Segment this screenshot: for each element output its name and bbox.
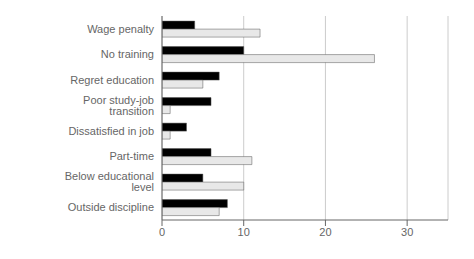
svg-text:Outside discipline: Outside discipline [68, 201, 154, 213]
svg-text:30: 30 [401, 226, 413, 238]
svg-text:No training: No training [101, 48, 154, 60]
svg-text:10: 10 [238, 226, 250, 238]
svg-text:Poor study-jobtransition: Poor study-jobtransition [83, 94, 154, 117]
svg-text:Wage penalty: Wage penalty [87, 23, 154, 35]
svg-text:Part-time: Part-time [109, 150, 154, 162]
svg-text:Below educationallevel: Below educationallevel [65, 170, 154, 193]
svg-text:Dissatisfied in job: Dissatisfied in job [68, 125, 154, 137]
svg-text:Regret education: Regret education [70, 74, 154, 86]
svg-text:0: 0 [159, 226, 165, 238]
svg-text:20: 20 [319, 226, 331, 238]
